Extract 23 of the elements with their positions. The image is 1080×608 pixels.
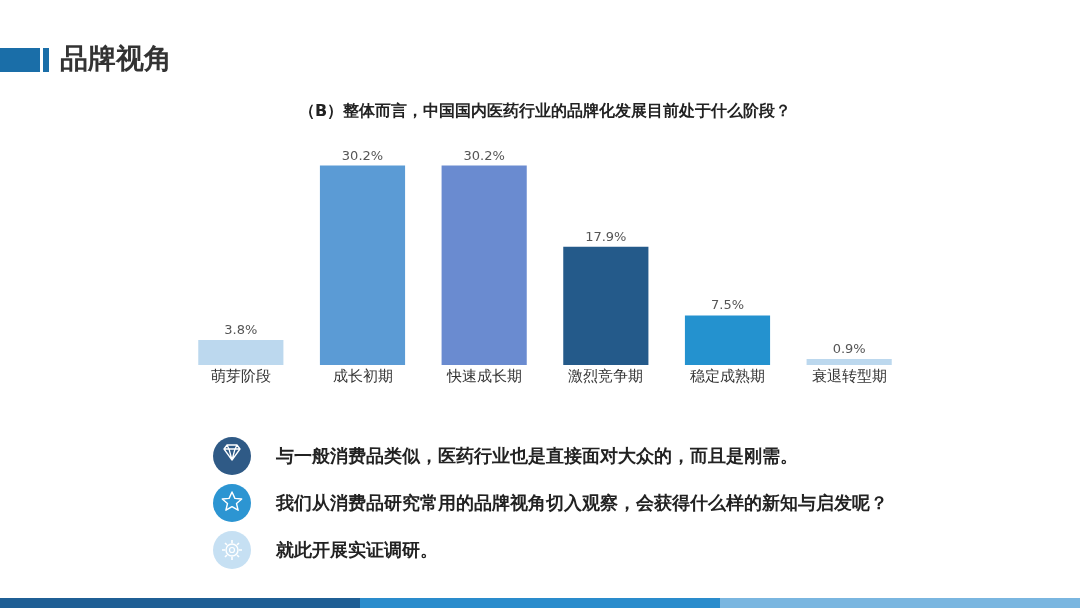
bar [319,165,406,365]
chart-subtitle: （B）整体而言，中国国内医药行业的品牌化发展目前处于什么阶段？ [298,100,792,120]
bar [806,359,892,365]
chart-title: 品牌视角 [60,41,172,77]
bar [563,246,649,365]
x-tick-label: 快速成长期 [445,367,522,385]
x-tick-label: 激烈竞争期 [568,367,644,385]
data-label: 0.9% [832,341,866,357]
bar [441,165,527,365]
bar [684,315,771,365]
text: 我们从消费品研究常用的品牌视角切入观察，会获得什么样的新知与启发呢？ [276,491,888,515]
data-label: 30.2% [463,147,505,163]
text: 与一般消费品类似，医药行业也是直接面对大众的，而且是刚需。 [276,444,798,468]
x-tick-label: 成长初期 [332,367,393,385]
x-tick-label: 萌芽阶段 [210,367,271,385]
data-label: 17.9% [585,228,627,244]
data-label: 3.8% [224,321,258,337]
x-tick-label: 衰退转型期 [811,367,887,385]
bar [198,339,284,365]
data-label: 30.2% [341,147,384,163]
x-tick-label: 稳定成熟期 [690,367,765,385]
data-label: 7.5% [710,297,745,313]
text: 就此开展实证调研。 [276,538,438,562]
